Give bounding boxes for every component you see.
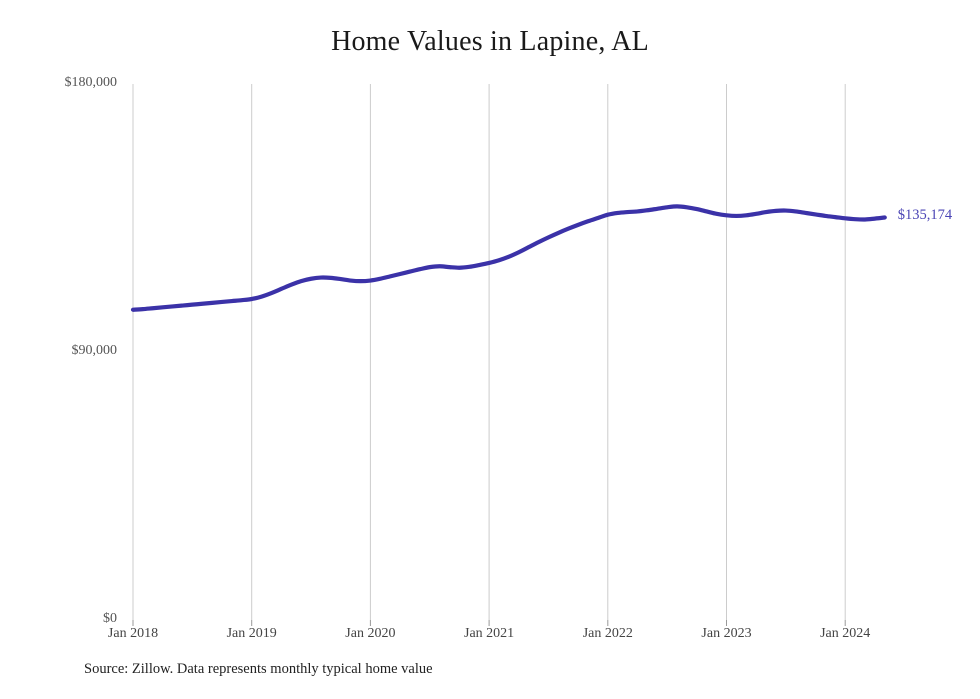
y-axis-tick-180000: $180,000 <box>64 75 118 90</box>
x-tick-marks-group <box>132 620 846 626</box>
x-axis-tick-jan-2024: Jan 2024 <box>820 626 871 641</box>
x-axis-tick-jan-2020: Jan 2020 <box>345 626 396 641</box>
gridlines-group <box>132 84 846 620</box>
y-axis-tick-0: $0 <box>103 611 117 626</box>
source-note: Source: Zillow. Data represents monthly … <box>84 661 433 677</box>
y-axis-tick-90000: $90,000 <box>71 343 118 358</box>
x-axis-tick-jan-2018: Jan 2018 <box>107 626 159 641</box>
chart-title: Home Values in Lapine, AL <box>331 26 649 57</box>
x-axis-tick-jan-2019: Jan 2019 <box>226 626 277 641</box>
x-axis-tick-jan-2022: Jan 2022 <box>582 626 633 641</box>
x-axis-tick-jan-2023: Jan 2023 <box>701 626 752 641</box>
x-axis-tick-jan-2021: Jan 2021 <box>464 626 515 641</box>
end-value-annotation: $135,174 <box>897 207 953 224</box>
home-value-line <box>130 204 887 312</box>
